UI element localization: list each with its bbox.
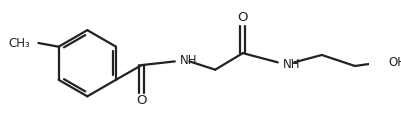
Text: NH: NH xyxy=(180,54,197,67)
Text: NH: NH xyxy=(283,58,300,71)
Text: O: O xyxy=(237,11,247,24)
Text: O: O xyxy=(136,94,147,107)
Text: CH₃: CH₃ xyxy=(8,37,30,50)
Text: OH: OH xyxy=(387,56,401,69)
